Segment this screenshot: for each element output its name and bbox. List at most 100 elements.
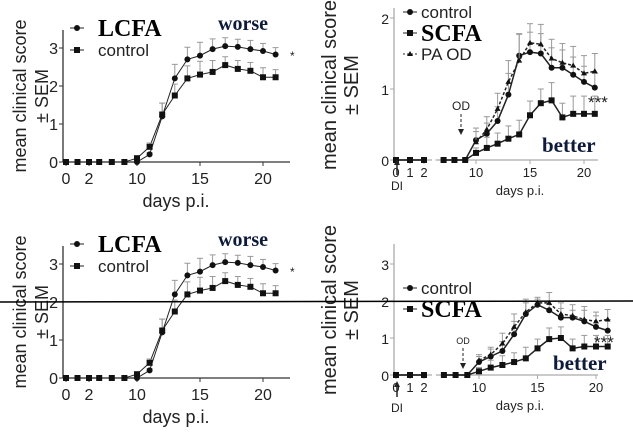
legend-label: LCFA	[98, 232, 162, 258]
data-point	[146, 367, 153, 374]
data-point	[222, 43, 229, 50]
x-tick-label: 10	[128, 171, 146, 188]
x-tick-label: 10	[128, 387, 146, 404]
data-point	[527, 39, 533, 45]
di-arrow-head	[394, 381, 400, 387]
y-tick-label: 3	[49, 257, 58, 274]
data-point	[464, 372, 471, 378]
data-point	[570, 110, 577, 117]
data-point	[483, 144, 490, 151]
data-point	[260, 264, 266, 271]
data-point	[222, 278, 229, 285]
od-arrow-head	[460, 363, 466, 369]
data-point	[476, 357, 482, 363]
data-point	[171, 308, 178, 315]
data-point	[548, 64, 555, 71]
data-point	[557, 335, 564, 341]
legend-label: LCFA	[98, 16, 162, 42]
data-point	[548, 55, 555, 61]
data-point	[537, 50, 544, 57]
data-point	[546, 336, 553, 343]
di-label: DI	[391, 401, 403, 415]
data-point	[534, 299, 541, 305]
data-point	[559, 64, 566, 71]
x-tick-label: 2	[85, 387, 94, 404]
data-point	[86, 375, 92, 381]
data-point	[537, 100, 544, 107]
data-point	[234, 259, 241, 266]
y-tick-label: 3	[49, 41, 58, 58]
data-point	[440, 372, 447, 378]
data-point	[260, 48, 266, 55]
data-point	[593, 318, 599, 324]
x-tick-label: 15	[523, 165, 537, 180]
data-point	[462, 157, 469, 163]
series-scfa	[393, 82, 598, 163]
significance-marker: ***	[594, 333, 614, 352]
x-tick-label: 2	[85, 171, 94, 188]
data-point	[499, 347, 506, 354]
data-point	[473, 149, 479, 156]
reference-line	[0, 300, 633, 303]
x-axis-label: days p.i.	[142, 191, 209, 211]
data-point	[121, 159, 128, 165]
data-point	[511, 359, 518, 366]
legend-marker	[74, 241, 80, 247]
y-axis-label-sem: ± SEM	[341, 280, 363, 340]
data-point	[197, 71, 203, 78]
data-point	[222, 259, 229, 266]
data-point	[440, 157, 447, 163]
data-point	[581, 78, 587, 85]
data-point	[108, 375, 115, 381]
data-point	[570, 71, 577, 78]
data-point	[494, 105, 501, 111]
legend-marker	[407, 51, 413, 56]
data-point	[272, 74, 279, 81]
annotation-label: better	[553, 351, 607, 375]
x-tick-label: 2	[420, 165, 427, 180]
data-point	[483, 126, 490, 132]
data-point	[159, 111, 166, 118]
data-point	[209, 262, 216, 269]
series-line	[99, 261, 276, 379]
y-axis-label: mean clinical score	[10, 235, 30, 388]
data-point	[421, 372, 427, 378]
x-tick-label: 10	[472, 380, 486, 395]
data-point	[591, 110, 598, 117]
data-point	[499, 362, 506, 369]
data-point	[146, 359, 153, 366]
data-point	[421, 157, 427, 163]
panel-4: 0123012101520mean clinical score± SEMday…	[319, 225, 614, 415]
data-point	[534, 345, 541, 352]
data-point	[452, 372, 459, 378]
x-tick-label: 0	[392, 380, 399, 395]
y-tick-label: 2	[381, 11, 389, 27]
data-point	[222, 62, 229, 69]
x-tick-label: 0	[392, 165, 399, 180]
x-tick-label: 15	[530, 380, 544, 395]
data-point	[522, 309, 529, 315]
data-point	[184, 75, 191, 82]
data-point	[581, 316, 588, 322]
data-point	[546, 299, 553, 305]
legend-label: PA OD	[421, 45, 472, 64]
legend-marker	[74, 25, 80, 31]
data-point	[476, 368, 482, 375]
data-point	[63, 375, 69, 381]
y-tick-label: 1	[49, 117, 58, 134]
legend-label: control	[98, 41, 149, 60]
legend-marker	[74, 47, 80, 53]
data-point	[171, 75, 178, 82]
data-point	[451, 157, 458, 163]
y-tick-label: 1	[381, 331, 389, 347]
y-axis-label: mean clinical score	[10, 19, 30, 172]
data-point	[121, 375, 128, 381]
data-point	[557, 310, 564, 316]
legend-marker	[407, 30, 413, 36]
series-line	[99, 45, 276, 163]
